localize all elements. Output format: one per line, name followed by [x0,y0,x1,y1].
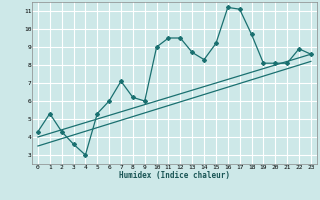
X-axis label: Humidex (Indice chaleur): Humidex (Indice chaleur) [119,171,230,180]
